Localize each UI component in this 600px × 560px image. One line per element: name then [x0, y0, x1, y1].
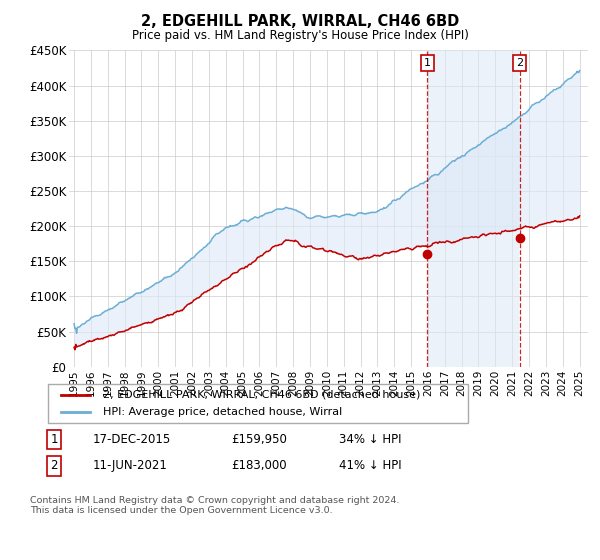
Text: £183,000: £183,000 [231, 459, 287, 473]
Text: 11-JUN-2021: 11-JUN-2021 [93, 459, 168, 473]
Text: 2: 2 [50, 459, 58, 473]
Text: 2, EDGEHILL PARK, WIRRAL, CH46 6BD (detached house): 2, EDGEHILL PARK, WIRRAL, CH46 6BD (deta… [103, 390, 420, 400]
Text: Contains HM Land Registry data © Crown copyright and database right 2024.
This d: Contains HM Land Registry data © Crown c… [30, 496, 400, 515]
Text: 2: 2 [516, 58, 523, 68]
Text: 1: 1 [50, 433, 58, 446]
Text: 1: 1 [424, 58, 431, 68]
Text: £159,950: £159,950 [231, 433, 287, 446]
Text: 34% ↓ HPI: 34% ↓ HPI [339, 433, 401, 446]
Text: 41% ↓ HPI: 41% ↓ HPI [339, 459, 401, 473]
Text: 17-DEC-2015: 17-DEC-2015 [93, 433, 171, 446]
Text: 2, EDGEHILL PARK, WIRRAL, CH46 6BD: 2, EDGEHILL PARK, WIRRAL, CH46 6BD [141, 14, 459, 29]
Text: Price paid vs. HM Land Registry's House Price Index (HPI): Price paid vs. HM Land Registry's House … [131, 29, 469, 42]
Text: HPI: Average price, detached house, Wirral: HPI: Average price, detached house, Wirr… [103, 407, 342, 417]
